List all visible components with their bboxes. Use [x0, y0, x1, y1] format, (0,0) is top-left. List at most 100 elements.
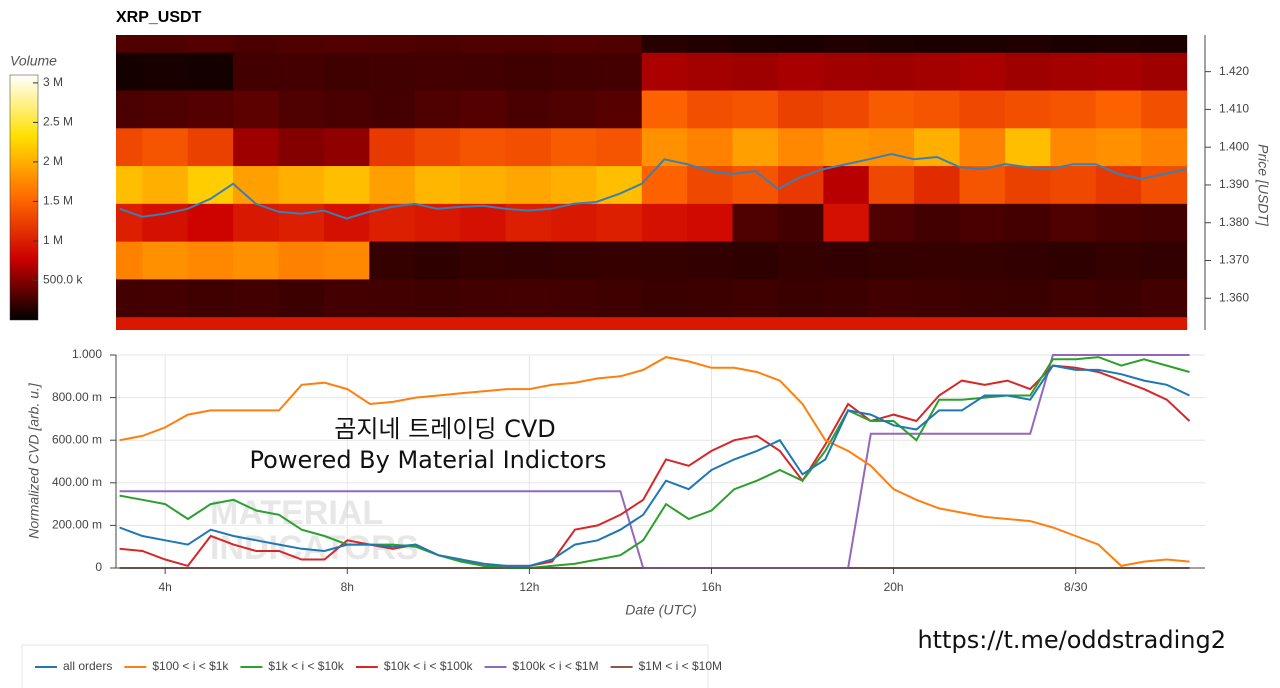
heatmap-cell [823, 52, 870, 92]
heatmap-cell [732, 203, 779, 243]
heatmap-cell [187, 279, 234, 318]
colorbar-tick-label: 500.0 k [43, 273, 83, 287]
heatmap-cell [369, 317, 416, 330]
heatmap-cell [187, 52, 234, 92]
heatmap-cell [641, 90, 688, 129]
price-line [119, 152, 1187, 220]
heatmap-cell [641, 35, 688, 54]
heatmap-cell [278, 317, 325, 330]
heatmap-cell [505, 279, 552, 318]
heatmap-cell [914, 52, 961, 92]
heatmap-cell [959, 317, 1006, 330]
y-tick-label: 800.00 m [52, 390, 102, 404]
heatmap-cell [823, 90, 870, 129]
y-tick-label: 0 [95, 560, 102, 574]
heatmap-cell [369, 166, 416, 205]
heatmap-cell [1004, 317, 1051, 330]
heatmap-cell [596, 90, 643, 129]
heatmap-cell [777, 241, 824, 280]
cvd-line [119, 364, 1191, 568]
heatmap-cell [460, 90, 507, 129]
heatmap-cell [116, 35, 143, 54]
heatmap-cell [550, 203, 597, 243]
heatmap-cell [116, 279, 143, 318]
heatmap-cell [369, 279, 416, 318]
heatmap-cell [641, 166, 688, 205]
colorbar-tick-label: 1 M [43, 233, 63, 247]
heatmap-cell [868, 52, 915, 92]
heatmap-cell [1095, 35, 1142, 54]
heatmap-cell [641, 279, 688, 318]
heatmap-cell [460, 35, 507, 54]
heatmap-cell [641, 317, 688, 330]
cvd-y-axis-title: Normalized CVD [arb. u.] [26, 382, 42, 539]
heatmap-cell [369, 90, 416, 129]
heatmap-cell [777, 90, 824, 129]
heatmap-cell [1004, 35, 1051, 54]
heatmap-cell [1004, 166, 1051, 205]
heatmap-cell [777, 128, 824, 167]
heatmap-cell [187, 128, 234, 167]
heatmap-cell [550, 317, 597, 330]
heatmap-cell [687, 52, 734, 92]
heatmap-cell [233, 52, 280, 92]
heatmap-cell [460, 241, 507, 280]
price-axis-title: Price [USDT] [1255, 144, 1271, 227]
heatmap-cell [323, 203, 370, 243]
heatmap-cell [116, 90, 143, 129]
heatmap [116, 35, 1188, 330]
heatmap-cell [187, 241, 234, 280]
y-tick-label: 1.400 [1219, 139, 1249, 153]
heatmap-cell [505, 52, 552, 92]
heatmap-cell [116, 241, 143, 280]
heatmap-cell [914, 128, 961, 167]
heatmap-cell [1095, 279, 1142, 318]
heatmap-cell [505, 317, 552, 330]
heatmap-cell [505, 35, 552, 54]
heatmap-cell [732, 241, 779, 280]
heatmap-cell [596, 241, 643, 280]
heatmap-cell [233, 279, 280, 318]
heatmap-cell [278, 128, 325, 167]
heatmap-cell [868, 279, 915, 318]
heatmap-cell [505, 128, 552, 167]
heatmap-cell [1004, 203, 1051, 243]
heatmap-cell [777, 279, 824, 318]
heatmap-cell [142, 279, 189, 318]
heatmap-cell [823, 279, 870, 318]
heatmap-cell [414, 35, 461, 54]
heatmap-cell [596, 52, 643, 92]
y-tick-label: 1.420 [1219, 64, 1249, 78]
x-tick-label: 8h [341, 580, 354, 594]
x-tick-label: 12h [519, 580, 539, 594]
heatmap-cell [1050, 128, 1097, 167]
heatmap-cell [142, 241, 189, 280]
heatmap-cell [687, 279, 734, 318]
legend-label: $1k < i < $10k [268, 659, 344, 673]
cvd-line [119, 364, 1190, 567]
heatmap-cell [116, 52, 143, 92]
heatmap-cell [369, 128, 416, 167]
heatmap-cell [687, 128, 734, 167]
heatmap-cell [823, 203, 870, 243]
heatmap-cell [414, 52, 461, 92]
heatmap-cell [505, 90, 552, 129]
heatmap-cell [823, 166, 870, 205]
heatmap-cell [914, 279, 961, 318]
heatmap-cell [1095, 90, 1142, 129]
heatmap-cell [1095, 203, 1142, 243]
heatmap-cell [278, 166, 325, 205]
heatmap-cell [687, 241, 734, 280]
heatmap-cell [596, 317, 643, 330]
heatmap-cell [914, 35, 961, 54]
heatmap-cell [823, 317, 870, 330]
heatmap-cell [687, 35, 734, 54]
heatmap-cell [116, 166, 143, 205]
heatmap-cell [550, 52, 597, 92]
y-tick-label: 1.000 [72, 347, 102, 361]
heatmap-cell [777, 52, 824, 92]
heatmap-cell [959, 279, 1006, 318]
heatmap-cell [323, 279, 370, 318]
heatmap-cell [369, 52, 416, 92]
